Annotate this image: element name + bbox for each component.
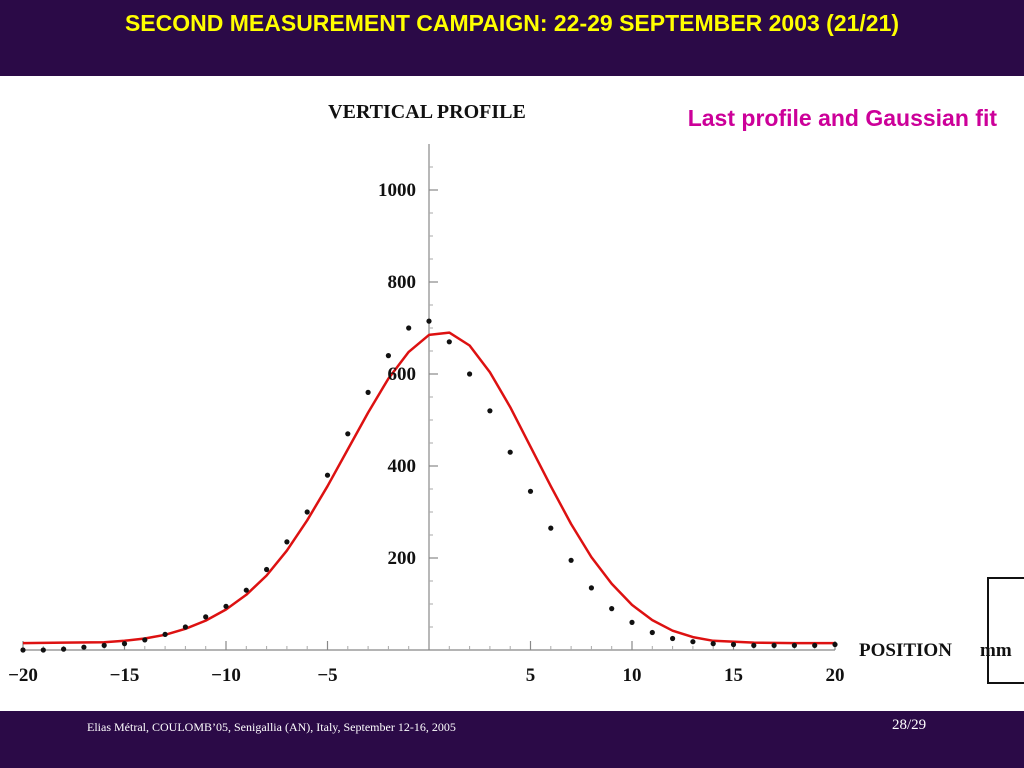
x-tick-label: −5: [317, 665, 337, 686]
profile-point: [568, 557, 574, 563]
x-tick-label: 10: [623, 665, 642, 686]
profile-point: [264, 566, 270, 573]
profile-point: [40, 647, 46, 653]
y-tick-label: 800: [388, 272, 417, 293]
x-tick-label: −15: [110, 665, 140, 686]
tick-labels-layer: 200 400 600 800 1000 −20 −15 −10 −5 5 10 15 20: [8, 180, 844, 686]
page-number: 28/29: [892, 717, 927, 733]
footer-bar: Elias Métral, COULOMB’05, Senigallia (AN…: [0, 711, 1024, 768]
y-tick-label: 1000: [378, 180, 416, 201]
gaussian-fit-layer: [22, 331, 835, 645]
profile-point: [771, 642, 777, 649]
x-tick-label: 20: [826, 665, 845, 686]
profile-point: [81, 644, 87, 650]
profile-point: [121, 641, 128, 647]
profile-point: [832, 641, 838, 648]
profile-point: [345, 431, 351, 437]
x-tick-label: −10: [211, 665, 241, 686]
profile-point: [446, 339, 452, 345]
profile-point: [548, 525, 554, 531]
gaussian-fit-line: [22, 331, 835, 645]
profile-point: [101, 642, 107, 649]
chart-title: VERTICAL PROFILE: [328, 101, 526, 123]
profile-point: [243, 587, 249, 593]
profile-point: [142, 637, 148, 643]
profile-point: [182, 624, 188, 630]
profile-point: [304, 509, 310, 515]
footer-text: Elias Métral, COULOMB’05, Senigallia (AN…: [87, 720, 456, 734]
x-axis-label: POSITION: [859, 640, 952, 661]
profile-point: [690, 639, 696, 645]
slide-title: SECOND MEASUREMENT CAMPAIGN: 22-29 SEPTE…: [124, 10, 900, 36]
profile-point: [487, 408, 493, 414]
y-tick-label: 200: [388, 548, 417, 569]
profile-point: [324, 472, 331, 478]
vertical-profile-chart: VERTICAL PROFILE Last profile and Gaussi…: [8, 101, 1024, 686]
profile-point: [406, 325, 412, 331]
fit-annotation: Last profile and Gaussian fit: [688, 105, 998, 131]
y-tick-label: 600: [388, 364, 417, 385]
profile-point: [385, 353, 391, 359]
profile-point: [588, 585, 595, 591]
profile-point: [162, 631, 168, 638]
profile-point: [670, 635, 676, 642]
title-bar: SECOND MEASUREMENT CAMPAIGN: 22-29 SEPTE…: [0, 0, 1024, 76]
profile-point: [710, 641, 716, 647]
profile-point: [203, 614, 209, 620]
profile-point: [223, 603, 229, 609]
x-tick-label: 5: [526, 665, 536, 686]
profile-point: [365, 389, 371, 395]
profile-point: [20, 647, 26, 653]
profile-point: [507, 449, 513, 455]
profile-point: [467, 371, 473, 377]
profile-point: [426, 318, 432, 324]
x-tick-label: 15: [724, 665, 743, 686]
profile-point: [629, 619, 635, 626]
profile-point: [527, 488, 534, 494]
cropped-box: [987, 577, 1024, 684]
x-tick-label: −20: [8, 665, 38, 686]
profile-point: [649, 629, 655, 636]
profile-point: [751, 642, 757, 649]
x-axis-unit: mm: [980, 640, 1012, 661]
profile-point: [791, 642, 798, 649]
y-tick-label: 400: [388, 456, 417, 477]
profile-point: [609, 606, 615, 612]
profile-point: [730, 641, 737, 648]
profile-point: [284, 539, 290, 545]
profile-points-layer: [20, 318, 838, 653]
profile-point: [61, 646, 67, 652]
profile-point: [812, 642, 818, 649]
chart-axes: [22, 144, 836, 651]
